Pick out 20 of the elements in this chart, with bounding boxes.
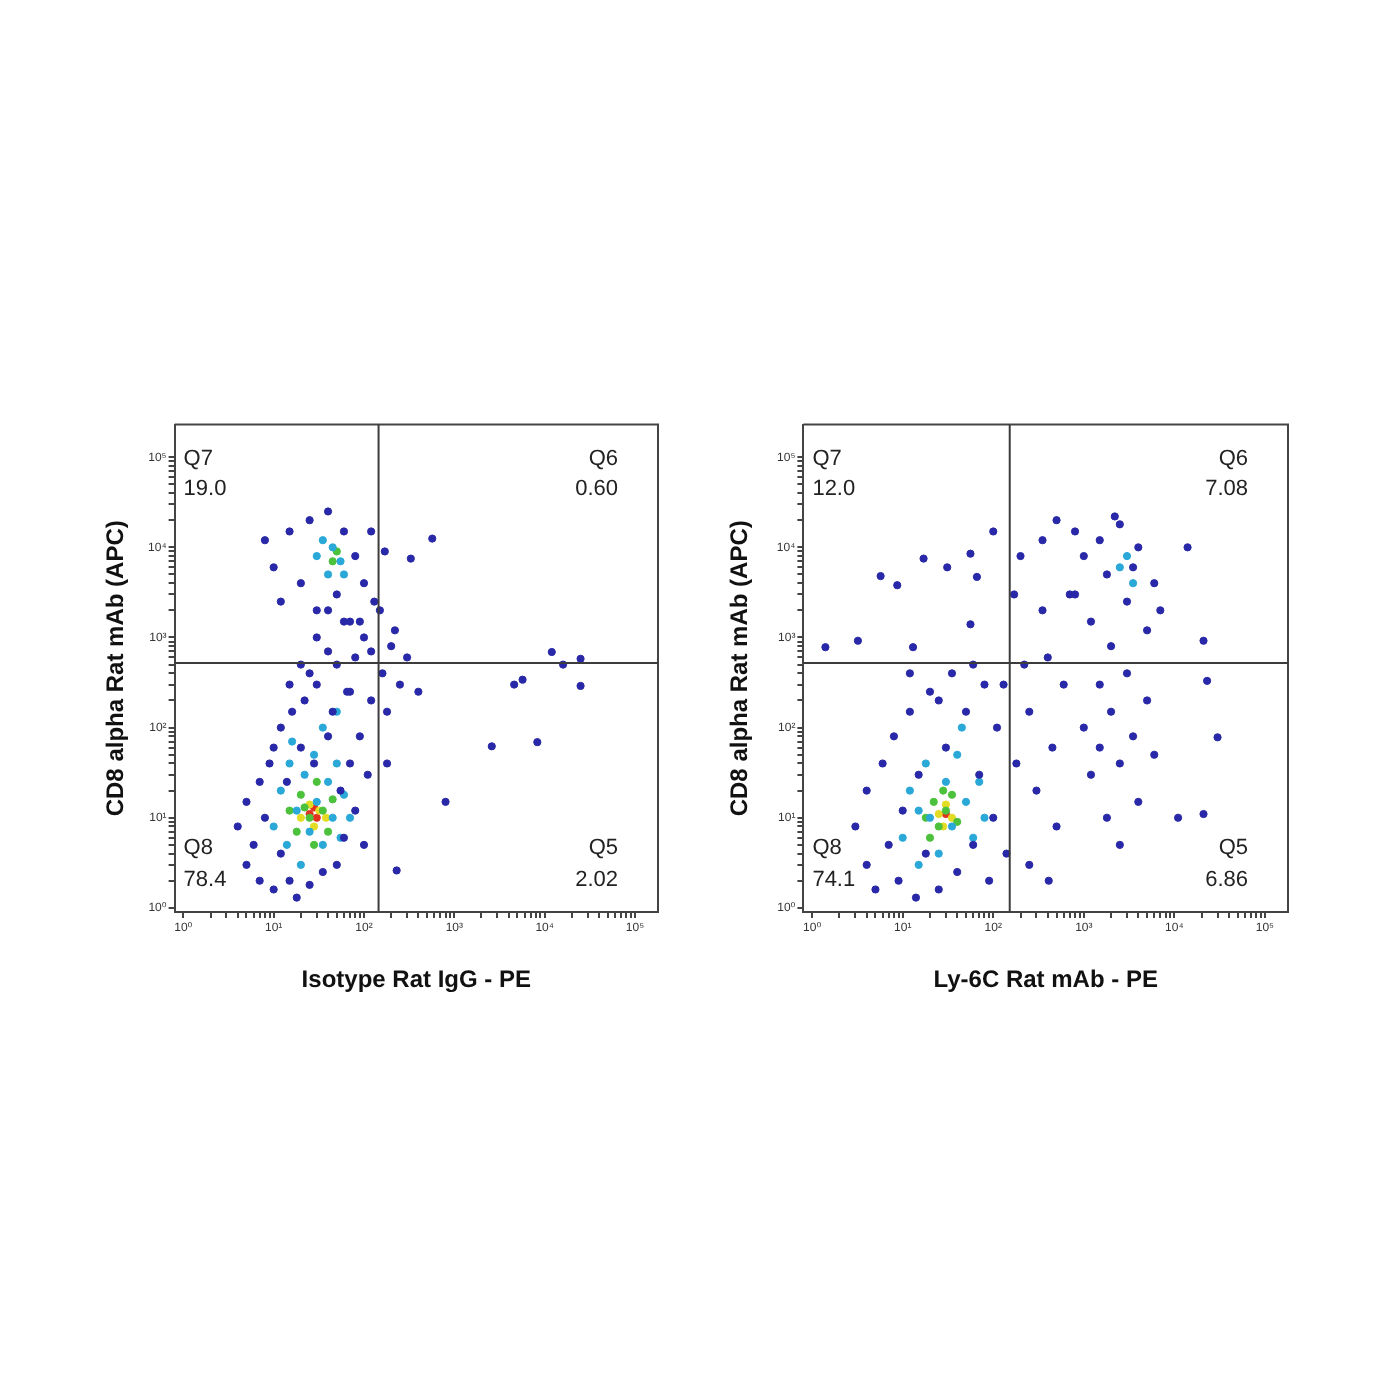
annotation: Q7: [812, 446, 842, 471]
annotation: 6.86: [1205, 868, 1248, 893]
annotation: Q5: [588, 836, 618, 861]
x-axis-title: Isotype Rat IgG - PE: [301, 964, 531, 993]
annotation: 78.4: [183, 868, 227, 893]
y-axis-title: CD8 alpha Rat mAb (APC): [725, 520, 754, 817]
annotation: Q6: [1218, 446, 1248, 471]
annotation: Q6: [588, 446, 618, 471]
annotation: Q5: [1218, 836, 1248, 861]
annotation: 0.60: [575, 476, 618, 501]
annotation: 74.1: [812, 868, 856, 893]
y-axis-title: CD8 alpha Rat mAb (APC): [101, 520, 130, 817]
annotation: Q8: [812, 836, 842, 861]
annotation: 19.0: [183, 476, 227, 501]
annotation: 2.02: [575, 868, 618, 893]
annotation: 7.08: [1205, 476, 1248, 501]
x-axis-title: Ly-6C Rat mAb - PE: [933, 964, 1158, 993]
annotation: Q8: [183, 836, 213, 861]
annotation: 12.0: [812, 476, 856, 501]
annotation: Q7: [183, 446, 213, 471]
